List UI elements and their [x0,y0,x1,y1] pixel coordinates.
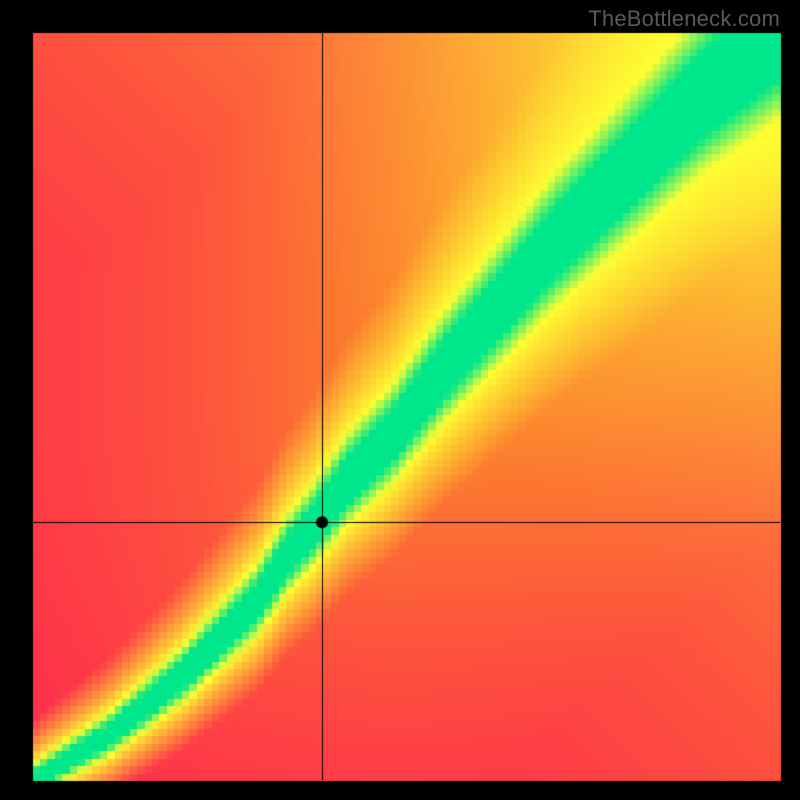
watermark-text: TheBottleneck.com [588,6,780,32]
bottleneck-heatmap [0,0,800,800]
chart-container: TheBottleneck.com [0,0,800,800]
